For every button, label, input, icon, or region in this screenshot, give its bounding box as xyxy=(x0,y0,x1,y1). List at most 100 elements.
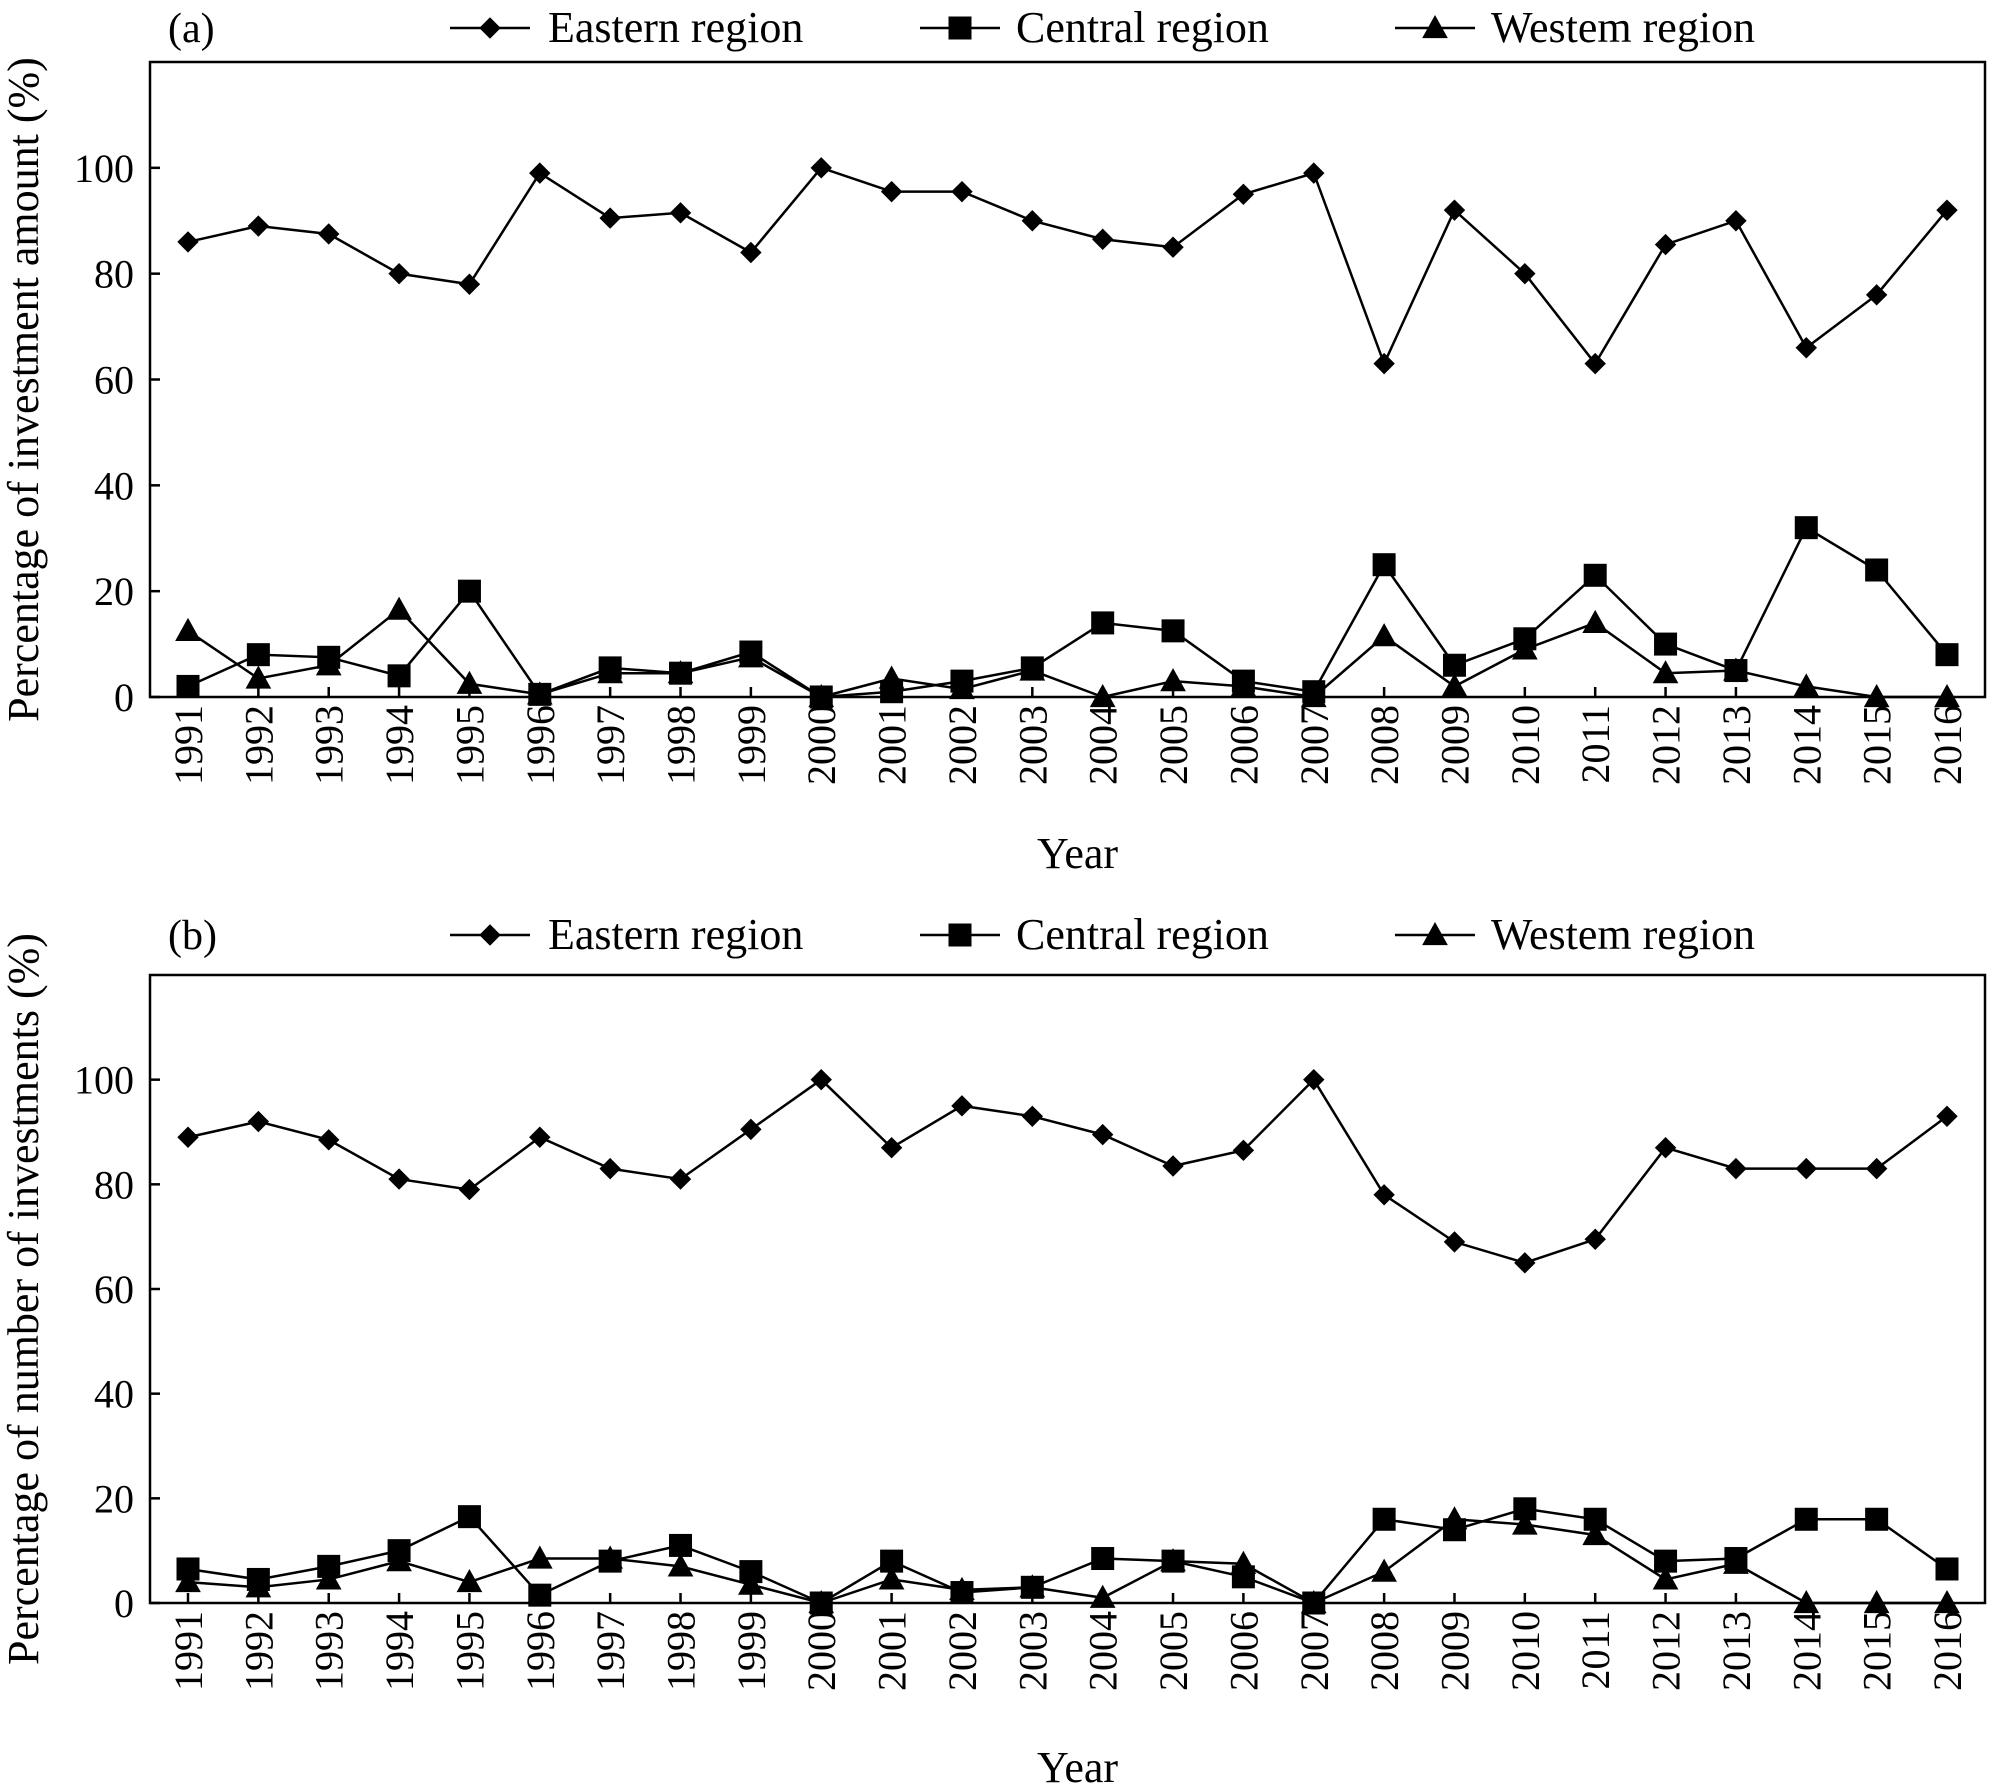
y-tick-label: 60 xyxy=(94,358,134,403)
data-point xyxy=(386,1548,412,1572)
data-point xyxy=(740,1118,762,1141)
data-point xyxy=(1582,1521,1609,1546)
data-point xyxy=(1863,683,1890,708)
x-tick-label: 1994 xyxy=(377,1611,422,1691)
data-point xyxy=(1793,673,1820,697)
data-point xyxy=(526,1545,553,1569)
data-point xyxy=(1371,623,1397,647)
panel-label: (b) xyxy=(168,913,217,959)
data-point xyxy=(810,1068,832,1091)
legend-marker-triangle xyxy=(1422,921,1448,946)
data-point xyxy=(949,1576,975,1601)
data-point xyxy=(1584,352,1606,375)
series-line xyxy=(187,1507,1948,1605)
data-point xyxy=(529,1126,551,1148)
data-point xyxy=(597,1545,624,1569)
data-point xyxy=(247,215,270,237)
legend-marker-diamond xyxy=(479,924,501,946)
data-point xyxy=(1863,1589,1890,1614)
data-point xyxy=(808,1589,835,1614)
data-point xyxy=(1089,683,1116,708)
x-tick-label: 1994 xyxy=(377,705,422,785)
data-point xyxy=(949,676,975,700)
x-tick-label: 2013 xyxy=(1714,705,1759,785)
data-point xyxy=(878,665,905,689)
data-point xyxy=(880,180,903,203)
data-point xyxy=(1441,1506,1468,1530)
series-line xyxy=(187,1517,1947,1605)
data-point xyxy=(1019,657,1046,681)
x-tick-label: 2004 xyxy=(1081,705,1126,785)
data-point xyxy=(1091,1123,1114,1146)
series-triangle xyxy=(175,1506,1960,1614)
data-point xyxy=(1935,643,1959,667)
data-point xyxy=(1654,1136,1677,1159)
x-tick-label: 2015 xyxy=(1855,705,1900,785)
x-tick-label: 1993 xyxy=(307,705,352,785)
x-tick-label: 2012 xyxy=(1644,1611,1689,1691)
data-point xyxy=(1793,1589,1820,1614)
data-point xyxy=(1511,636,1538,660)
panel-label: (a) xyxy=(168,6,215,52)
data-point xyxy=(1652,660,1679,684)
data-point xyxy=(1794,1507,1818,1531)
data-point xyxy=(740,241,762,264)
series-square xyxy=(176,1497,1959,1615)
y-tick-label: 0 xyxy=(114,1581,134,1626)
data-point xyxy=(1936,1105,1958,1128)
x-tick-label: 2014 xyxy=(1784,1611,1829,1691)
data-point xyxy=(177,231,199,253)
data-point xyxy=(1091,228,1114,250)
x-tick-label: 1997 xyxy=(588,705,633,785)
x-tick-label: 2014 xyxy=(1784,705,1829,785)
data-point xyxy=(1019,1574,1046,1598)
legend-label-eastern: Eastern region xyxy=(548,910,803,959)
data-point xyxy=(669,1168,692,1190)
data-point xyxy=(1232,1139,1255,1162)
x-tick-label: 1991 xyxy=(166,1611,211,1691)
data-point xyxy=(1160,668,1186,692)
data-point xyxy=(951,180,973,203)
data-point xyxy=(386,596,412,620)
data-point xyxy=(1865,1507,1889,1531)
x-tick-label: 2013 xyxy=(1714,1611,1759,1691)
x-tick-label: 2016 xyxy=(1925,1611,1970,1691)
x-axis-title: Year xyxy=(1037,1743,1118,1786)
y-tick-label: 100 xyxy=(74,1058,134,1103)
data-point xyxy=(245,1574,272,1598)
data-point xyxy=(1373,352,1395,375)
legend-entry-western: Westem region xyxy=(1395,3,1755,52)
data-point xyxy=(526,681,553,705)
data-point xyxy=(880,1136,903,1159)
series-line xyxy=(187,166,1948,367)
data-point xyxy=(738,644,764,668)
data-point xyxy=(1091,1547,1115,1571)
data-point xyxy=(388,262,410,285)
legend-entry-central: Central region xyxy=(920,3,1269,52)
data-point xyxy=(315,652,342,676)
data-point xyxy=(1936,199,1958,221)
data-point xyxy=(1934,683,1960,708)
data-point xyxy=(457,579,481,603)
x-tick-label: 2006 xyxy=(1221,705,1266,785)
x-tick-label: 2001 xyxy=(870,705,915,785)
x-tick-label: 2000 xyxy=(799,705,844,785)
data-point xyxy=(1021,1105,1044,1128)
legend-marker-square xyxy=(948,16,972,40)
x-tick-label: 1995 xyxy=(447,1611,492,1691)
x-tick-label: 2009 xyxy=(1432,1611,1477,1691)
data-point xyxy=(247,1110,270,1133)
x-tick-label: 1999 xyxy=(729,705,774,785)
data-point xyxy=(1511,1511,1538,1535)
data-point xyxy=(1021,210,1044,232)
series-line xyxy=(187,607,1947,699)
y-tick-label: 20 xyxy=(94,569,134,614)
legend-label-central: Central region xyxy=(1016,3,1269,52)
data-point xyxy=(458,1178,481,1201)
data-point xyxy=(1230,1550,1257,1574)
series-diamond xyxy=(177,157,1958,375)
data-point xyxy=(669,1533,693,1557)
data-point xyxy=(1371,1558,1397,1582)
data-point xyxy=(246,643,270,667)
data-point xyxy=(1935,1557,1959,1581)
